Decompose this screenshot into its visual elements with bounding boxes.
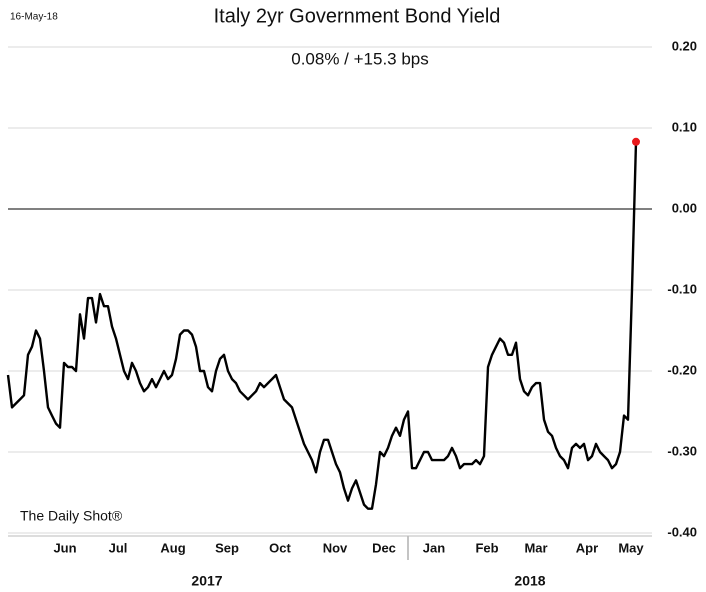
y-tick-label: -0.20 — [667, 362, 697, 377]
watermark: The Daily Shot® — [20, 508, 123, 524]
x-tick-label: Dec — [372, 540, 396, 555]
y-tick-label: 0.10 — [672, 119, 697, 134]
last-point — [632, 137, 640, 146]
x-tick-label: Aug — [160, 540, 185, 555]
year-label: 2018 — [514, 573, 545, 589]
y-tick-label: 0.00 — [672, 200, 697, 215]
y-tick-label: 0.20 — [672, 38, 697, 53]
x-tick-label: Sep — [215, 540, 239, 555]
y-tick-label: -0.10 — [667, 281, 697, 296]
x-tick-label: Jan — [423, 540, 445, 555]
x-tick-label: Oct — [269, 540, 291, 555]
x-tick-label: Feb — [475, 540, 498, 555]
x-tick-label: Jul — [109, 540, 128, 555]
year-label: 2017 — [191, 573, 222, 589]
x-tick-label: Jun — [53, 540, 76, 555]
chart-subtitle: 0.08% / +15.3 bps — [291, 49, 429, 68]
x-tick-label: Apr — [576, 540, 598, 555]
series-line — [6, 141, 638, 510]
x-tick-label: May — [618, 540, 644, 555]
y-tick-label: -0.40 — [667, 524, 697, 539]
x-tick-label: Mar — [524, 540, 547, 555]
y-tick-label: -0.30 — [667, 443, 697, 458]
x-tick-label: Nov — [323, 540, 348, 555]
date-label: 16-May-18 — [10, 12, 58, 23]
chart-title: Italy 2yr Government Bond Yield — [214, 5, 501, 27]
